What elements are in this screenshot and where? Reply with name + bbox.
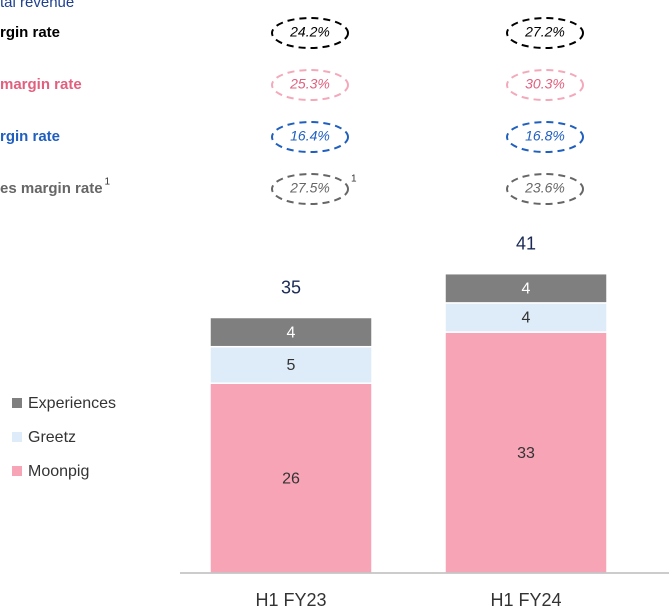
segment-label: 5 [287,357,296,374]
rate-ellipse [506,17,584,49]
rate-ellipse [271,17,349,49]
bar-segment [209,382,373,574]
total-label: 41 [516,233,536,253]
rate-value: 25.3% [289,76,330,92]
rate-ellipse [506,121,584,153]
segment-label: 4 [287,324,296,341]
segment-label: 4 [522,281,531,298]
bar-segment [209,316,373,348]
rate-value: 27.2% [524,24,565,40]
rate-label: rgin rate [0,128,60,145]
segment-label: 4 [522,310,531,327]
rate-value: 23.6% [524,180,565,196]
rate-value: 27.5% [289,180,330,196]
rate-ellipse [506,69,584,101]
legend-label: Greetz [28,429,76,446]
rate-value: 24.2% [289,24,330,40]
legend-label: Moonpig [28,463,89,480]
rate-ellipse [271,69,349,101]
rate-value: 16.4% [290,128,330,144]
bar-segment [444,302,608,333]
rate-ellipse [506,173,584,205]
rate-ellipse [271,121,349,153]
bar-segment [444,272,608,304]
x-tick-label: H1 FY24 [490,590,561,610]
rate-value: 16.8% [525,128,565,144]
x-tick-label: H1 FY23 [255,590,326,610]
segment-label: 26 [282,470,300,487]
legend-label: Experiences [28,395,116,412]
legend-swatch [12,432,22,442]
total-label: 35 [281,277,301,297]
bar-segment [444,331,608,574]
footnote-marker: 1 [351,174,357,185]
legend-swatch [12,398,22,408]
rate-value: 30.3% [525,76,565,92]
rate-label: margin rate [0,76,82,93]
rate-ellipse [271,173,349,205]
footnote-marker: 1 [105,177,111,188]
legend-swatch [12,466,22,476]
subtitle: tal revenue [0,0,74,11]
rate-label: rgin rate [0,24,60,41]
segment-label: 33 [517,445,535,462]
rate-label: es margin rate [0,180,103,197]
